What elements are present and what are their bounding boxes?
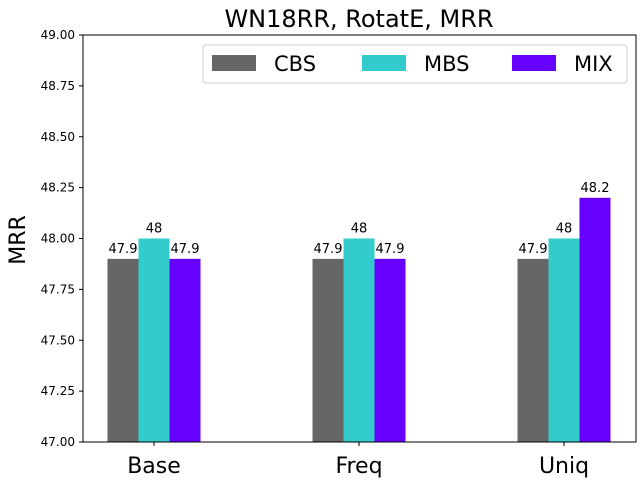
y-tick-label: 48.25	[41, 181, 75, 195]
legend-box	[202, 44, 628, 84]
y-tick-label: 48.75	[41, 79, 75, 93]
legend-swatch-cbs	[212, 55, 256, 71]
bar-mix-base	[169, 258, 201, 442]
y-tick-label: 49.00	[41, 28, 75, 42]
x-tick-label: Base	[127, 454, 181, 479]
x-axis: Base Freq Uniq	[127, 442, 589, 479]
y-tick-label: 47.50	[41, 333, 75, 347]
bar-mix-freq	[374, 258, 406, 442]
data-label: 48	[556, 222, 573, 237]
data-label: 48	[146, 222, 163, 237]
data-label: 47.9	[171, 242, 200, 257]
data-label: 48	[351, 222, 368, 237]
y-axis-label: MRR	[6, 215, 31, 265]
bar-mbs-base	[138, 238, 170, 442]
bars	[107, 197, 611, 442]
x-tick-label: Freq	[335, 454, 382, 479]
plot-frame	[82, 34, 637, 443]
legend: CBS MBS MIX	[202, 44, 628, 84]
y-tick-label: 48.50	[41, 130, 75, 144]
legend-swatch-mbs	[362, 55, 406, 71]
data-labels: 47.9 48 47.9 47.9 48 47.9 47.9 48 48.2	[109, 181, 610, 257]
data-label: 47.9	[519, 242, 548, 257]
data-label: 47.9	[314, 242, 343, 257]
y-tick-label: 47.75	[41, 282, 75, 296]
legend-label-mix: MIX	[574, 52, 613, 76]
legend-label-cbs: CBS	[274, 52, 316, 76]
legend-swatch-mix	[512, 55, 556, 71]
bar-mix-uniq	[579, 197, 611, 442]
bar-cbs-freq	[312, 258, 344, 442]
y-tick-label: 48.00	[41, 232, 75, 246]
bar-cbs-uniq	[517, 258, 549, 442]
y-tick-label: 47.00	[41, 435, 75, 449]
data-label: 47.9	[109, 242, 138, 257]
y-tick-label: 47.25	[41, 384, 75, 398]
x-tick-label: Uniq	[539, 454, 589, 479]
bar-mbs-uniq	[548, 238, 580, 442]
y-axis: 47.00 47.25 47.50 47.75 48.00 48.25 48.50 48.75…	[41, 28, 83, 449]
bar-mbs-freq	[343, 238, 375, 442]
data-label: 47.9	[376, 242, 405, 257]
chart-title: WN18RR, RotatE, MRR	[224, 5, 493, 33]
bar-cbs-base	[107, 258, 139, 442]
legend-label-mbs: MBS	[424, 52, 470, 76]
data-label: 48.2	[581, 181, 610, 196]
